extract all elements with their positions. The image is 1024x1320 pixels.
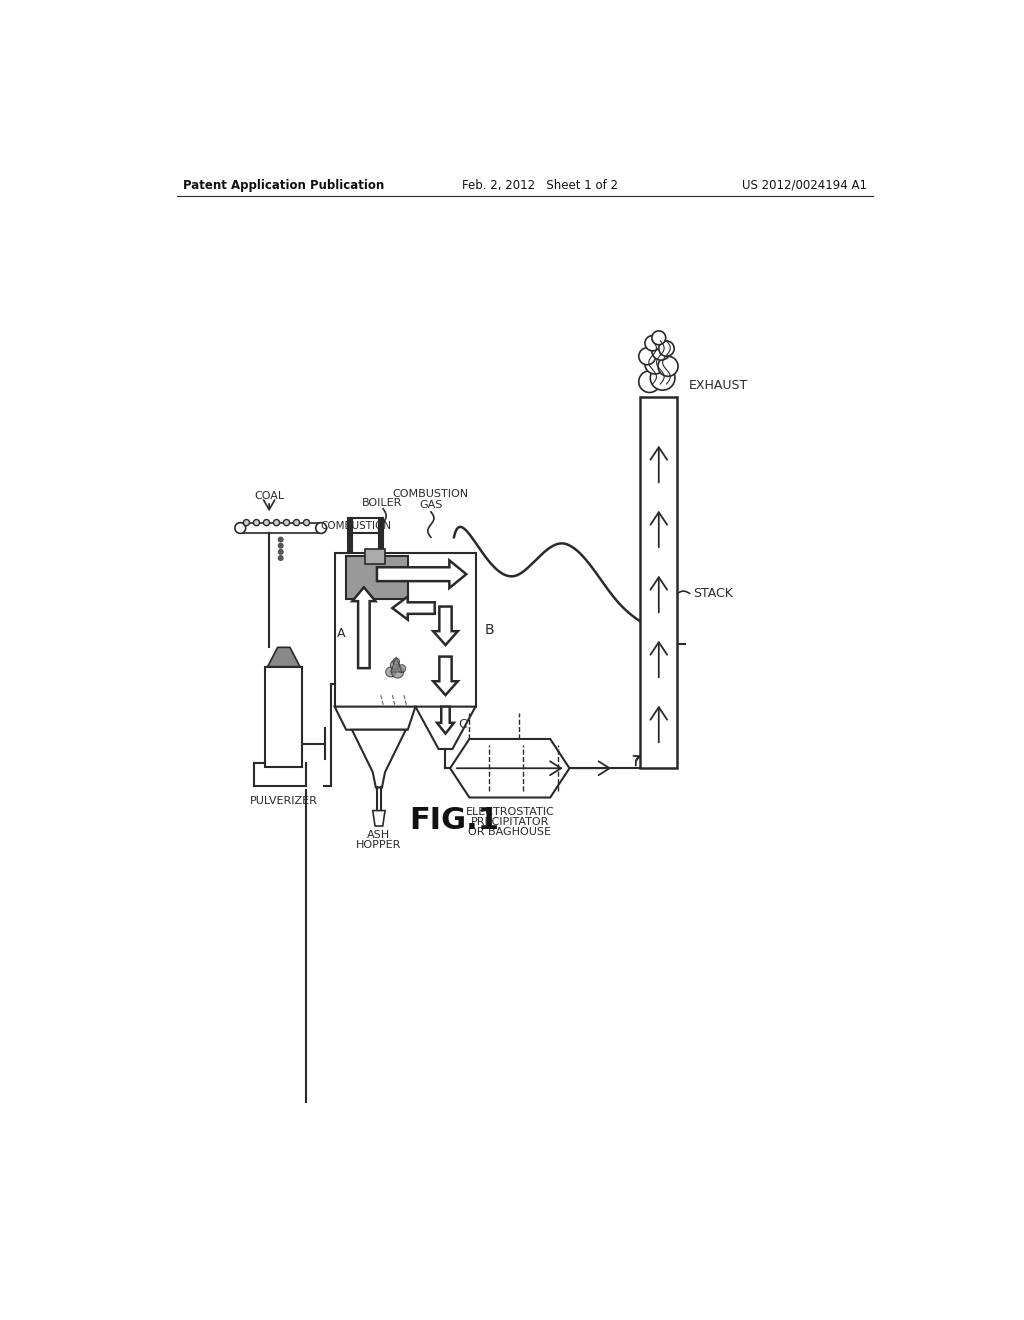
Text: COAL: COAL bbox=[254, 491, 285, 502]
Circle shape bbox=[279, 537, 283, 543]
Circle shape bbox=[391, 665, 403, 678]
Circle shape bbox=[639, 348, 655, 364]
Text: BOILER: BOILER bbox=[362, 498, 402, 508]
Text: ELECTROSTATIC: ELECTROSTATIC bbox=[466, 807, 554, 817]
Polygon shape bbox=[352, 587, 376, 668]
Circle shape bbox=[645, 335, 660, 351]
Bar bbox=[335, 553, 475, 706]
Circle shape bbox=[658, 356, 678, 376]
Circle shape bbox=[393, 659, 399, 665]
Bar bbox=[346, 557, 408, 599]
Polygon shape bbox=[352, 730, 406, 788]
Polygon shape bbox=[451, 739, 569, 797]
Circle shape bbox=[303, 520, 309, 525]
Circle shape bbox=[650, 366, 675, 391]
Circle shape bbox=[273, 520, 280, 525]
Circle shape bbox=[645, 354, 665, 374]
Circle shape bbox=[253, 520, 259, 525]
Text: Feb. 2, 2012   Sheet 1 of 2: Feb. 2, 2012 Sheet 1 of 2 bbox=[462, 178, 617, 191]
Polygon shape bbox=[392, 597, 435, 619]
Circle shape bbox=[234, 523, 246, 533]
Polygon shape bbox=[433, 656, 458, 696]
Circle shape bbox=[398, 665, 406, 672]
Bar bbox=[366, 549, 385, 564]
Polygon shape bbox=[335, 706, 416, 730]
Circle shape bbox=[279, 544, 283, 548]
Text: GAS: GAS bbox=[419, 500, 442, 511]
Text: A: A bbox=[337, 627, 345, 640]
Circle shape bbox=[386, 667, 395, 677]
Circle shape bbox=[658, 341, 674, 356]
Text: HOPPER: HOPPER bbox=[356, 840, 401, 850]
Polygon shape bbox=[433, 607, 458, 645]
Circle shape bbox=[652, 342, 671, 360]
Circle shape bbox=[244, 520, 250, 525]
Text: US 2012/0024194 A1: US 2012/0024194 A1 bbox=[741, 178, 866, 191]
Text: Patent Application Publication: Patent Application Publication bbox=[183, 178, 384, 191]
Text: PRECIPITATOR: PRECIPITATOR bbox=[471, 817, 549, 826]
Circle shape bbox=[315, 523, 327, 533]
Circle shape bbox=[639, 371, 660, 392]
Bar bbox=[640, 397, 677, 768]
Polygon shape bbox=[391, 657, 401, 672]
Text: C: C bbox=[458, 718, 467, 731]
Text: OR BAGHOUSE: OR BAGHOUSE bbox=[468, 826, 551, 837]
Text: STACK: STACK bbox=[692, 587, 732, 601]
Circle shape bbox=[284, 520, 290, 525]
Circle shape bbox=[279, 549, 283, 554]
Text: B: B bbox=[484, 623, 495, 636]
Polygon shape bbox=[267, 647, 300, 667]
Polygon shape bbox=[377, 561, 466, 589]
Circle shape bbox=[652, 331, 666, 345]
Circle shape bbox=[294, 520, 300, 525]
Text: COMBUSTION: COMBUSTION bbox=[393, 488, 469, 499]
Text: ASH: ASH bbox=[368, 830, 390, 840]
Circle shape bbox=[390, 660, 399, 669]
Polygon shape bbox=[373, 810, 385, 826]
Circle shape bbox=[279, 556, 283, 560]
Text: PULVERIZER: PULVERIZER bbox=[250, 796, 317, 807]
Polygon shape bbox=[437, 706, 454, 734]
Text: COMBUSTION: COMBUSTION bbox=[321, 520, 392, 531]
Text: EXHAUST: EXHAUST bbox=[689, 379, 749, 392]
Bar bbox=[265, 667, 302, 767]
Text: FIG.1: FIG.1 bbox=[409, 807, 499, 836]
Circle shape bbox=[263, 520, 269, 525]
Polygon shape bbox=[416, 706, 475, 748]
